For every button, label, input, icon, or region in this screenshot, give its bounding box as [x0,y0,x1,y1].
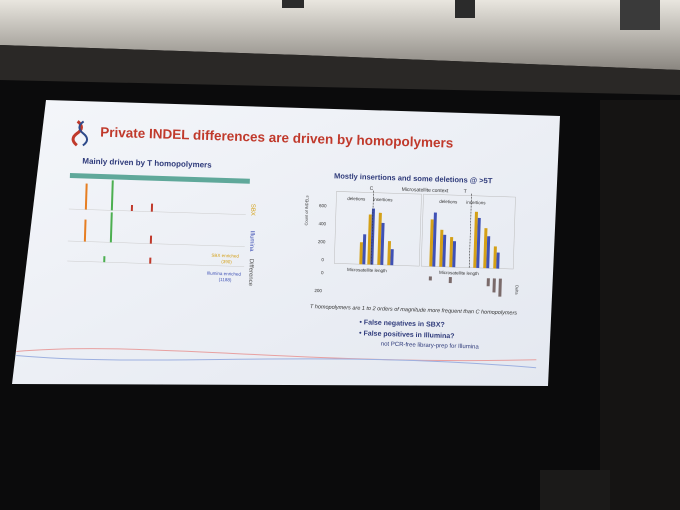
y-tick: 200 [318,239,326,244]
delta-label: Delta [514,285,519,295]
bullet: • False negatives in SBX? [359,319,445,329]
divider [468,193,472,268]
enriched-label: SBX enriched [211,253,239,259]
bar-shape [150,203,154,212]
logo [78,120,89,147]
bar-shape [110,180,114,211]
stage-object [540,470,610,510]
bar-shape [130,204,134,212]
bar-shape [103,256,106,263]
row-label: SBX [249,204,255,216]
y-tick: 0 [321,257,324,262]
panel-frame [420,193,516,270]
enriched-label: (390) [221,259,232,264]
split-label: insertions [373,197,393,203]
delta-tick: 200 [314,288,322,293]
delta-bars [428,276,502,297]
y-tick: 400 [318,221,326,226]
context-label: Microsatellite context [402,187,449,194]
ceiling [0,0,680,70]
ceiling-edge [0,45,680,95]
bullet-text: False negatives in SBX? [364,319,445,329]
axis [67,240,245,247]
split-label: insertions [466,200,486,206]
bar-shape [84,183,88,210]
enriched-label: Illumina enriched [207,271,242,277]
row-label: Illumina [248,231,255,253]
split-label: deletions [439,199,458,205]
y-label: Count of INDELs [304,195,310,225]
beam [620,0,660,30]
x-label: Microsatellite length [347,267,387,273]
enriched-label: (1188) [219,277,232,282]
divider [370,190,374,265]
beam [282,0,304,8]
bar-shape [149,257,152,264]
split-label: deletions [347,196,366,202]
x-label: Microsatellite length [439,270,479,276]
left-subtitle: Mainly driven by T homopolymers [82,157,212,170]
delta-tick: 0 [321,270,324,275]
slide [12,100,560,386]
bullet: • False positives in Illumina? [359,330,455,340]
row-label: Difference [247,259,254,287]
header-strip [69,173,250,184]
wave [16,348,537,362]
axis [67,260,245,267]
curtain [600,100,680,510]
wave [16,354,537,369]
panel-frame [334,191,422,267]
bullet-text: False positives in Illumina? [363,330,454,340]
note: not PCR-free library-prep for Illumina [381,341,480,350]
slide-content: Private INDEL differences are driven by … [16,120,537,369]
base-label: T [464,189,467,195]
bar-shape [109,212,113,243]
axis [68,208,246,215]
bar-shape [149,235,153,244]
base-label: C [370,186,374,192]
bar-shape [83,219,87,242]
beam [455,0,475,18]
y-tick: 600 [319,203,327,208]
